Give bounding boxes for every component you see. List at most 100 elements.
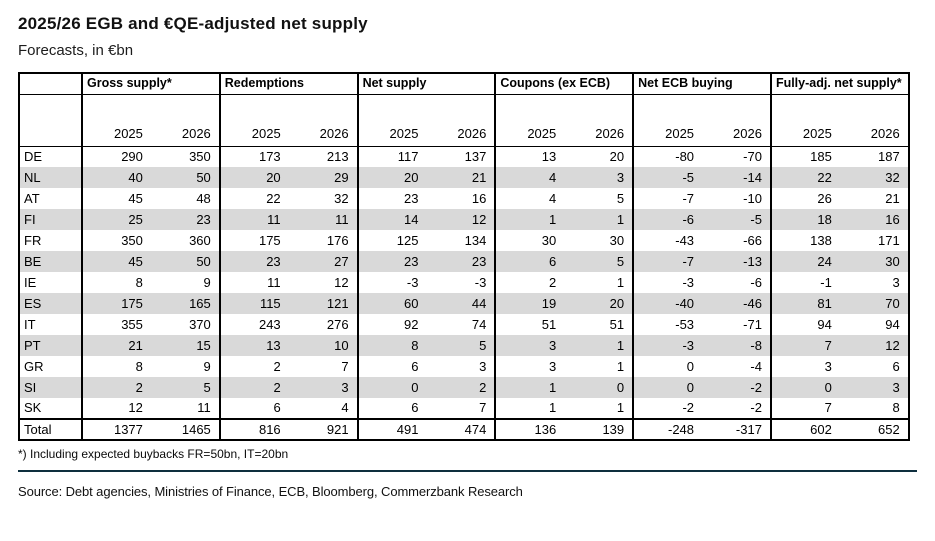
- value-cell: 12: [334, 274, 349, 290]
- value-cell: -43: [632, 230, 703, 252]
- value-cell: -66: [743, 232, 762, 248]
- table-row: IE 8 9 11 12 -3 -3 2 1 -3 -6 -1 3: [19, 272, 909, 294]
- column-group-header: Net ECB buying: [632, 73, 771, 95]
- row-label: SI: [24, 379, 37, 395]
- value-cell: 9: [203, 274, 211, 290]
- table-row: SK 12 11 6 4 6 7 1 1 -2 -2 7 8: [19, 398, 909, 420]
- value-cell: 2: [218, 377, 289, 399]
- year-header: 2025: [769, 94, 840, 147]
- value-cell: 60: [356, 293, 427, 315]
- value-cell: 2: [218, 356, 289, 378]
- row-label: PT: [24, 337, 41, 353]
- value-cell: 115: [218, 293, 289, 315]
- value-cell: -40: [632, 293, 703, 315]
- source-line: Source: Debt agencies, Ministries of Fin…: [18, 484, 523, 500]
- value-cell: 48: [196, 190, 211, 206]
- value-cell: 175: [81, 293, 151, 315]
- value-cell: 7: [479, 400, 487, 416]
- value-cell: 125: [356, 230, 427, 252]
- year-header: 2026: [702, 94, 771, 147]
- value-cell: 94: [885, 316, 900, 332]
- value-cell: 2: [81, 377, 151, 399]
- group-header-row: Gross supply* Redemptions Net supply Coupon…: [19, 73, 909, 95]
- value-cell: 30: [885, 253, 900, 269]
- value-cell: 602: [769, 418, 840, 441]
- value-cell: 3: [479, 358, 487, 374]
- value-cell: 23: [196, 211, 211, 227]
- value-cell: 11: [218, 272, 289, 294]
- value-cell: 40: [81, 167, 151, 189]
- value-cell: -6: [750, 274, 762, 290]
- value-cell: 14: [356, 209, 427, 231]
- value-cell: -2: [750, 379, 762, 395]
- value-cell: 350: [189, 148, 211, 164]
- value-cell: 3: [494, 356, 565, 378]
- value-cell: 4: [494, 188, 565, 210]
- table-header: Gross supply* Redemptions Net supply Coupon…: [19, 73, 909, 147]
- value-cell: -3: [474, 274, 487, 290]
- value-cell: 23: [356, 251, 427, 273]
- value-cell: 92: [356, 314, 427, 336]
- value-cell: 22: [769, 167, 840, 189]
- page-subtitle: Forecasts, in €bn: [18, 42, 134, 59]
- value-cell: 134: [464, 232, 487, 248]
- value-cell: 176: [326, 232, 349, 248]
- value-cell: 2: [479, 379, 487, 395]
- year-header: 2025: [494, 94, 565, 147]
- year-header: 2025: [81, 94, 151, 147]
- table-row: ES 175 165 115 121 60 44 19 20 -40 -46 81 70: [19, 293, 909, 315]
- value-cell: 74: [471, 316, 487, 332]
- value-cell: 1377: [81, 418, 151, 441]
- value-cell: 0: [632, 377, 703, 399]
- value-cell: 117: [356, 146, 427, 168]
- row-label: Total: [19, 418, 82, 441]
- column-group-header: Coupons (ex ECB): [494, 73, 634, 95]
- divider-rule: [18, 470, 917, 473]
- value-cell: -7: [632, 188, 703, 210]
- value-cell: 21: [885, 190, 900, 206]
- value-cell: 32: [885, 169, 900, 185]
- value-cell: 350: [81, 230, 151, 252]
- year-header: 2026: [564, 94, 634, 147]
- value-cell: 50: [196, 253, 211, 269]
- year-header-row: 2025 2026 2025 2026 2025 2026 2025 2026 2025 2026…: [19, 94, 909, 147]
- total-row: Total 1377 1465 816 921 491 474 136 139 -248 -317 6…: [19, 418, 909, 441]
- value-cell: 474: [426, 418, 496, 441]
- value-cell: 12: [81, 398, 151, 420]
- value-cell: 51: [494, 314, 565, 336]
- value-cell: 81: [769, 293, 840, 315]
- row-label: ES: [24, 295, 42, 311]
- value-cell: -1: [769, 272, 840, 294]
- value-cell: 22: [218, 188, 289, 210]
- value-cell: 1: [616, 211, 625, 227]
- value-cell: 12: [885, 337, 900, 353]
- value-cell: 187: [878, 148, 900, 164]
- row-label: IE: [24, 274, 37, 290]
- row-label: IT: [24, 316, 36, 332]
- row-label: FR: [24, 232, 42, 248]
- value-cell: 32: [334, 190, 349, 206]
- value-cell: -5: [632, 167, 703, 189]
- value-cell: 0: [616, 379, 625, 395]
- value-cell: 7: [341, 358, 349, 374]
- row-label: GR: [24, 358, 44, 374]
- page-title: 2025/26 EGB and €QE-adjusted net supply: [18, 14, 368, 33]
- row-label: FI: [24, 211, 36, 227]
- value-cell: -13: [743, 253, 762, 269]
- value-cell: 20: [356, 167, 427, 189]
- value-cell: 290: [81, 146, 151, 168]
- value-cell: -3: [632, 272, 703, 294]
- value-cell: -46: [743, 295, 762, 311]
- value-cell: 23: [356, 188, 427, 210]
- year-header: 2026: [839, 94, 909, 147]
- value-cell: 3: [494, 335, 565, 357]
- value-cell: 165: [189, 295, 211, 311]
- table-row: DE 290 350 173 213 117 137 13 20 -80 -70 185 187: [19, 146, 909, 168]
- value-cell: 20: [609, 295, 625, 311]
- value-cell: -3: [356, 272, 427, 294]
- value-cell: 45: [81, 188, 151, 210]
- value-cell: -4: [750, 358, 762, 374]
- year-header: 2025: [356, 94, 427, 147]
- value-cell: 185: [769, 146, 840, 168]
- year-header: 2026: [150, 94, 220, 147]
